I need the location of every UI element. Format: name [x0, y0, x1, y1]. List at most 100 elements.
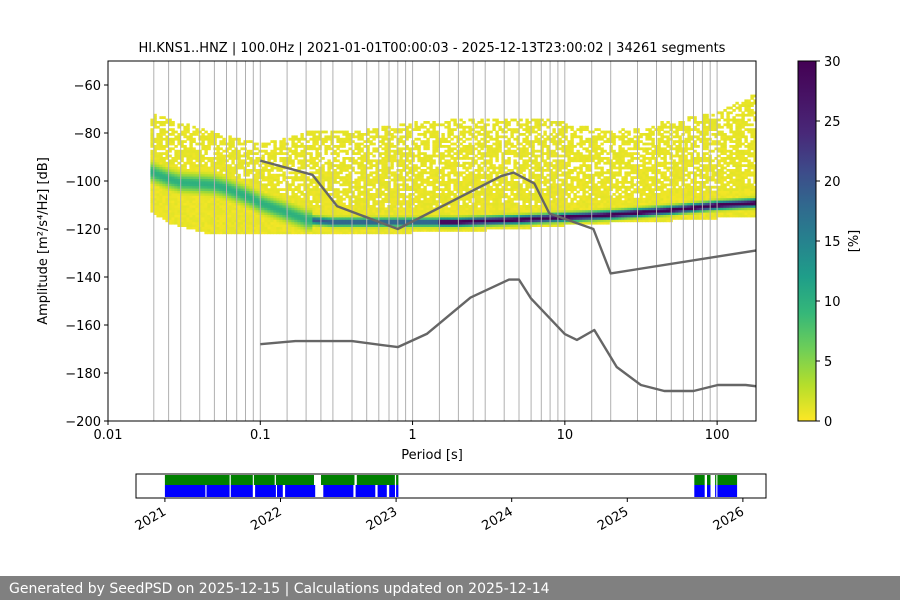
psd-density-cell — [405, 200, 409, 203]
psd-density-cell — [255, 181, 259, 184]
psd-density-cell — [417, 149, 421, 153]
psd-density-cell — [255, 195, 259, 199]
psd-density-cell — [498, 169, 502, 172]
psd-density-cell — [486, 173, 490, 177]
psd-density-cell — [231, 171, 235, 175]
psd-density-cell — [537, 209, 541, 213]
psd-density-cell — [168, 161, 172, 165]
psd-density-cell — [210, 229, 214, 232]
psd-density-cell — [225, 142, 229, 146]
psd-density-cell — [342, 137, 346, 141]
psd-density-cell — [519, 219, 523, 223]
psd-density-cell — [240, 207, 244, 211]
psd-density-cell — [492, 188, 496, 191]
psd-density-cell — [300, 154, 304, 158]
psd-density-cell — [333, 195, 337, 199]
psd-density-cell — [189, 142, 193, 146]
psd-density-cell — [477, 169, 481, 172]
psd-density-cell — [213, 147, 217, 151]
psd-density-cell — [252, 202, 256, 206]
psd-density-cell — [330, 183, 334, 187]
psd-density-cell — [282, 209, 286, 213]
psd-density-cell — [276, 183, 280, 187]
psd-density-cell — [201, 219, 205, 223]
psd-density-cell — [282, 202, 286, 206]
psd-density-cell — [351, 229, 355, 232]
psd-density-cell — [486, 214, 490, 218]
psd-density-cell — [381, 171, 385, 175]
psd-density-cell — [303, 219, 307, 223]
psd-density-cell — [333, 209, 337, 213]
psd-density-cell — [441, 221, 445, 225]
psd-density-cell — [429, 205, 433, 208]
psd-density-cell — [516, 161, 520, 165]
psd-density-cell — [540, 154, 544, 158]
psd-density-cell — [504, 193, 508, 196]
psd-density-cell — [210, 197, 214, 201]
psd-density-cell — [282, 159, 286, 163]
psd-density-cell — [357, 164, 361, 167]
psd-density-cell — [180, 159, 184, 163]
psd-density-cell — [474, 169, 478, 172]
psd-density-cell — [195, 157, 199, 160]
psd-density-cell — [204, 149, 208, 153]
psd-density-cell — [210, 207, 214, 211]
psd-density-cell — [462, 224, 466, 227]
psd-density-cell — [441, 173, 445, 177]
psd-density-cell — [183, 169, 187, 172]
psd-density-cell — [351, 157, 355, 160]
psd-density-cell — [204, 164, 208, 167]
psd-density-cell — [282, 137, 286, 141]
psd-density-cell — [414, 209, 418, 213]
psd-density-cell — [480, 188, 484, 191]
psd-density-cell — [162, 185, 166, 189]
psd-density-cell — [492, 209, 496, 213]
psd-density-cell — [531, 118, 535, 122]
psd-density-cell — [195, 176, 199, 179]
psd-density-cell — [210, 176, 214, 179]
psd-density-cell — [444, 173, 448, 177]
psd-density-cell — [168, 202, 172, 206]
psd-density-cell — [231, 178, 235, 182]
psd-density-cell — [273, 224, 277, 227]
psd-density-cell — [531, 219, 535, 223]
psd-density-cell — [210, 226, 214, 230]
psd-density-cell — [438, 226, 442, 230]
psd-density-cell — [255, 229, 259, 232]
psd-density-cell — [495, 145, 499, 148]
psd-density-cell — [234, 226, 238, 230]
psd-density-cell — [180, 212, 184, 215]
psd-density-cell — [549, 207, 553, 211]
psd-density-cell — [489, 219, 493, 223]
psd-density-cell — [210, 202, 214, 206]
psd-density-cell — [414, 181, 418, 184]
psd-density-cell — [486, 118, 490, 122]
psd-density-cell — [519, 190, 523, 194]
psd-density-cell — [255, 197, 259, 201]
psd-density-cell — [444, 137, 448, 141]
psd-density-cell — [213, 133, 217, 136]
psd-density-cell — [183, 195, 187, 199]
psd-density-cell — [153, 193, 157, 196]
psd-density-cell — [399, 147, 403, 151]
psd-density-cell — [156, 212, 160, 215]
psd-density-cell — [207, 224, 211, 227]
psd-density-cell — [168, 197, 172, 201]
psd-density-cell — [369, 229, 373, 232]
psd-density-cell — [294, 149, 298, 153]
psd-density-cell — [333, 173, 337, 177]
psd-density-cell — [195, 224, 199, 227]
psd-density-cell — [564, 147, 568, 151]
psd-density-cell — [339, 166, 343, 170]
psd-density-cell — [306, 145, 310, 148]
psd-density-cell — [453, 152, 457, 155]
psd-density-cell — [180, 188, 184, 191]
psd-density-cell — [465, 221, 469, 225]
psd-density-cell — [168, 176, 172, 179]
psd-density-cell — [447, 164, 451, 167]
psd-density-cell — [201, 166, 205, 170]
psd-density-cell — [381, 159, 385, 163]
psd-density-cell — [270, 207, 274, 211]
psd-density-cell — [507, 140, 511, 143]
psd-density-cell — [558, 154, 562, 158]
